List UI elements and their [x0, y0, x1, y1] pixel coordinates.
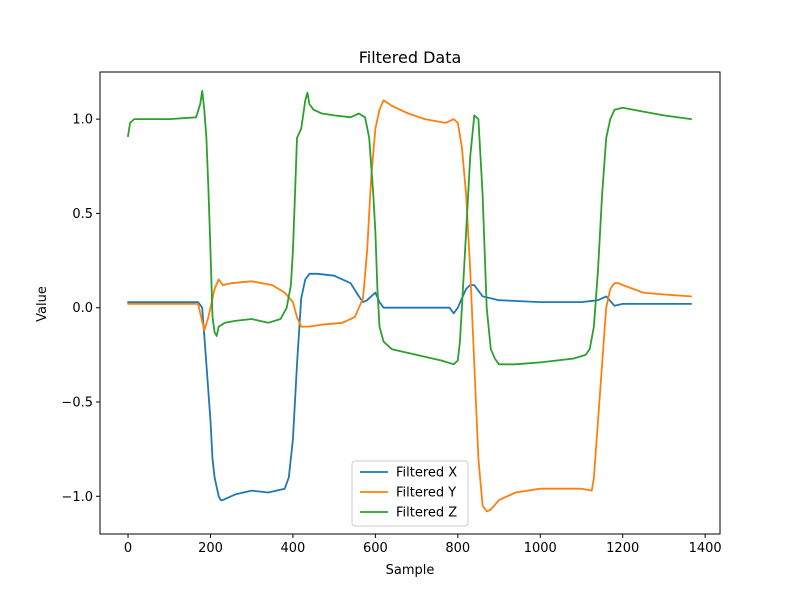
x-tick-label: 200 [198, 541, 223, 556]
chart-title: Filtered Data [359, 48, 462, 67]
series-line-2 [127, 99, 692, 513]
y-axis-label: Value [35, 286, 50, 322]
legend-label-1: Filtered X [396, 466, 457, 481]
y-tick-label: 0.5 [72, 207, 93, 222]
legend: Filtered X Filtered Y Filtered Z [351, 460, 469, 527]
x-tick-label: 600 [363, 541, 388, 556]
y-tick-label: 0.0 [72, 301, 93, 316]
x-tick-label: 1400 [689, 541, 722, 556]
legend-label-2: Filtered Y [396, 486, 456, 501]
axes-group: 0 200 400 600 800 1000 1200 1400 −1.0 −0.5 0.0 0.5 1… [61, 71, 722, 556]
y-tick-label: −1.0 [61, 490, 93, 505]
y-tick-label: −0.5 [61, 396, 93, 411]
plot-frame [99, 71, 721, 535]
x-tick-label: 1200 [606, 541, 639, 556]
x-tick-label: 1000 [524, 541, 557, 556]
y-tick-label: 1.0 [72, 113, 93, 128]
series-line-1 [127, 272, 692, 502]
x-axis-label: Sample [386, 563, 435, 578]
legend-label-3: Filtered Z [396, 506, 457, 521]
series-line-3 [127, 90, 692, 366]
x-tick-label: 800 [445, 541, 470, 556]
x-tick-label: 0 [124, 541, 132, 556]
legend-box [351, 460, 469, 527]
series-group [127, 90, 692, 513]
x-tick-label: 400 [281, 541, 306, 556]
